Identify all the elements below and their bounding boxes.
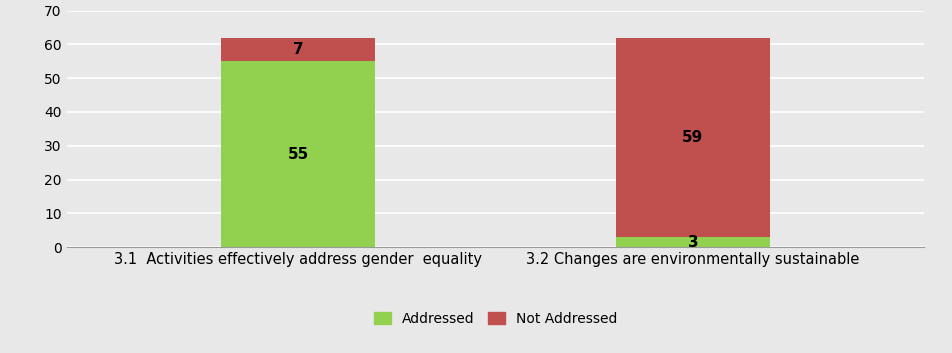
Bar xyxy=(221,38,375,61)
Text: 7: 7 xyxy=(292,42,304,57)
Bar xyxy=(615,237,769,247)
Text: 3: 3 xyxy=(686,234,698,250)
Bar xyxy=(615,38,769,237)
Legend: Addressed, Not Addressed: Addressed, Not Addressed xyxy=(367,306,623,331)
Text: 59: 59 xyxy=(682,130,703,145)
Text: 55: 55 xyxy=(288,147,308,162)
Bar xyxy=(221,61,375,247)
